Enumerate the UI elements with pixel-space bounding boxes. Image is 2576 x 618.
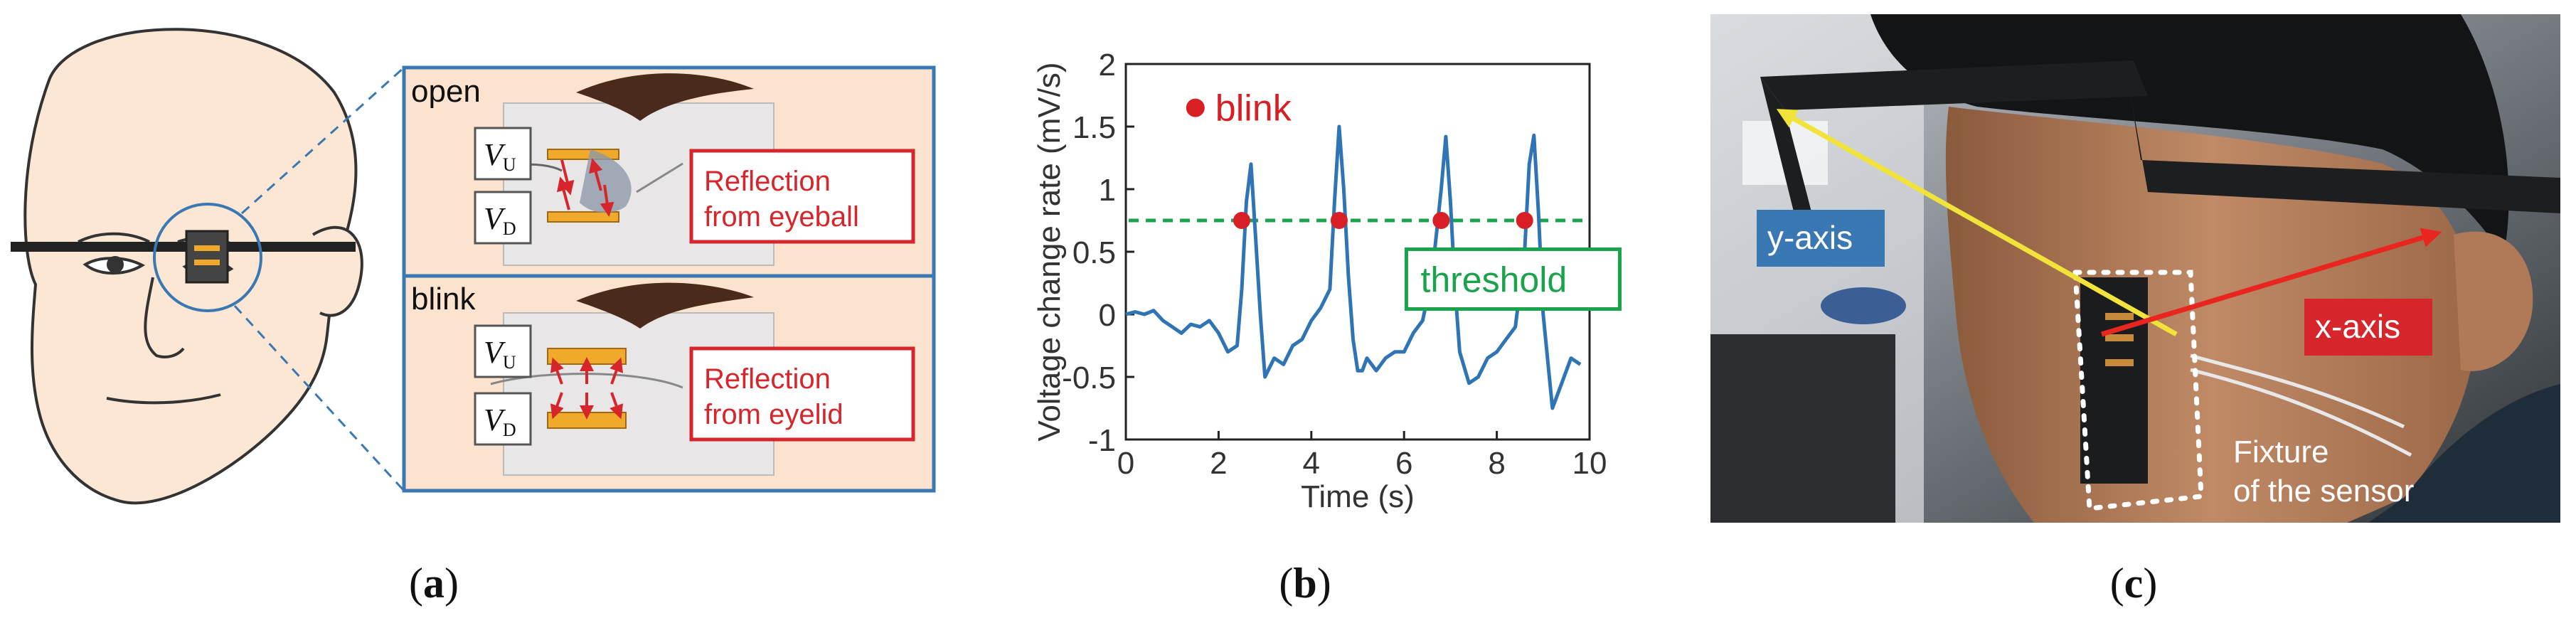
caption-c-open: (	[2110, 560, 2124, 607]
y-tick-label: -0.5	[1062, 361, 1116, 395]
legend-blink-label: blink	[1215, 88, 1292, 129]
caption-b: (b)	[1279, 560, 1331, 607]
panel-b-chart: -1-0.500.511.52 0 2 4 6 8 10 blink threshold …	[1032, 48, 1622, 607]
x-tick-label: 4	[1303, 446, 1320, 481]
blink-callout-line-1: Reflection	[704, 363, 831, 395]
caption-a-open: (	[409, 560, 423, 607]
x-tick-label: 2	[1210, 446, 1227, 481]
threshold-label: threshold	[1420, 260, 1567, 299]
x-ticks: 0 2 4 6 8 10	[1117, 431, 1607, 481]
voltage-lower-open: VD	[474, 191, 532, 245]
caption-a-letter: a	[423, 560, 445, 607]
y-tick-label: 0	[1099, 298, 1116, 333]
threshold-label-box	[1404, 247, 1622, 311]
svg-text:VU: VU	[484, 335, 516, 373]
voltage-upper-blink: VU	[474, 324, 532, 378]
panel-a: open blink VU VD VU VD Reflection from e…	[11, 28, 936, 607]
blink-points	[1233, 212, 1533, 229]
v-symbol: V	[484, 335, 506, 370]
x-axis-label: x-axis	[2315, 308, 2400, 345]
y-axis-arrow	[1776, 109, 2178, 337]
voltage-lower-blink: VD	[474, 392, 532, 446]
signal-series-line	[1125, 124, 1582, 410]
v-symbol: V	[484, 403, 506, 437]
caption-b-letter: b	[1293, 560, 1316, 607]
fixture-label-line-1: Fixture	[2233, 435, 2328, 469]
y-tick-label: -1	[1088, 423, 1116, 458]
blink-point	[1330, 212, 1348, 229]
y-tick-label: 0.5	[1073, 235, 1116, 270]
y-tick-label: 1	[1099, 173, 1116, 208]
y-tick-label: 1.5	[1073, 110, 1116, 145]
blink-point	[1516, 212, 1533, 229]
x-axis-label: Time (s)	[1301, 479, 1415, 514]
caption-a-close: )	[445, 560, 459, 607]
svg-text:VU: VU	[484, 137, 516, 175]
zoom-line-bottom	[233, 304, 405, 492]
svg-text:VD: VD	[484, 403, 516, 440]
open-callout-line-2: from eyeball	[704, 201, 859, 233]
svg-text:VD: VD	[484, 201, 516, 239]
blink-callout-line-2: from eyelid	[704, 399, 843, 430]
x-tick-label: 8	[1488, 446, 1505, 481]
v-subscript-lower: D	[503, 420, 516, 440]
y-axis-label: y-axis	[1767, 219, 1853, 256]
open-callout: Reflection from eyeball	[689, 149, 915, 244]
v-symbol: V	[484, 137, 506, 172]
sensor-zoom-circle	[153, 203, 262, 312]
x-axis-arrow	[2100, 228, 2442, 337]
caption-a: (a)	[409, 560, 459, 607]
caption-b-close: )	[1317, 560, 1331, 607]
zoom-line-top	[240, 66, 405, 215]
blink-point	[1233, 212, 1250, 229]
open-callout-line-1: Reflection	[704, 166, 831, 197]
voltage-upper-open: VU	[474, 127, 532, 181]
y-ticks: -1 -0.5 0 0.5 1 1.5 2	[1062, 48, 1134, 458]
v-subscript-lower: D	[503, 218, 516, 239]
x-tick-label: 10	[1572, 446, 1607, 481]
blink-label: blink	[411, 282, 476, 316]
y-axis-label: Voltage change rate (mV/s)	[1032, 62, 1067, 441]
v-subscript-upper: U	[503, 352, 516, 373]
caption-c-letter: c	[2124, 560, 2144, 607]
caption-b-open: (	[1279, 560, 1293, 607]
x-tick-label: 0	[1117, 446, 1134, 481]
y-tick-label: 2	[1099, 48, 1116, 82]
v-symbol: V	[484, 201, 506, 236]
panel-c-photo	[1710, 14, 2560, 523]
legend-blink-marker	[1186, 98, 1205, 117]
x-axis-label-box: x-axis	[2304, 299, 2432, 356]
glasses-frame	[11, 230, 356, 284]
y-axis-label-box: y-axis	[1757, 210, 1885, 267]
open-label: open	[411, 74, 481, 109]
fixture-label-line-2: of the sensor	[2233, 474, 2414, 508]
blink-callout: Reflection from eyelid	[689, 346, 915, 442]
blink-point	[1432, 212, 1450, 229]
v-subscript-upper: U	[503, 154, 516, 175]
caption-c-close: )	[2143, 560, 2157, 607]
caption-c: (c)	[2110, 560, 2158, 607]
x-tick-label: 6	[1395, 446, 1412, 481]
